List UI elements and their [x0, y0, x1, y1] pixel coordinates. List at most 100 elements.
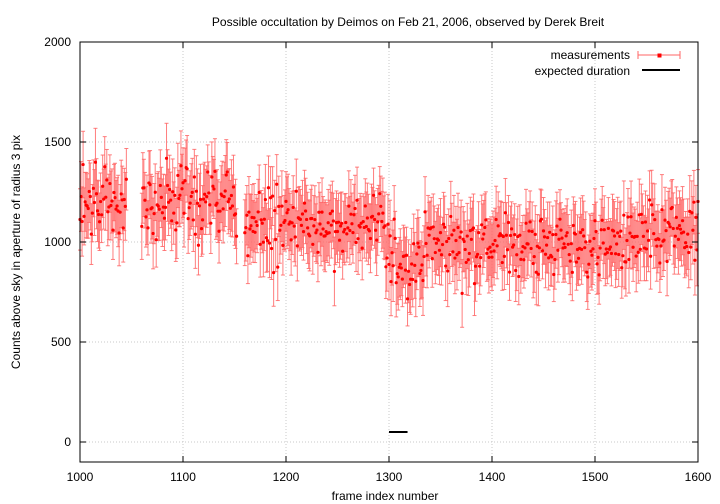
measurement-point [358, 225, 362, 229]
measurement-point [466, 258, 470, 262]
measurement-point [264, 236, 269, 240]
measurement-point [692, 200, 696, 204]
measurement-point [408, 282, 412, 287]
measurement-point [291, 205, 295, 210]
measurement-point [197, 204, 202, 208]
measurement-point [89, 232, 93, 236]
measurement-point [563, 245, 567, 249]
measurement-point [228, 206, 232, 210]
measurement-point [226, 200, 230, 204]
measurement-point [475, 252, 480, 256]
measurement-point [406, 269, 411, 273]
measurement-point [110, 199, 114, 203]
measurement-point [271, 194, 275, 198]
measurement-point [346, 226, 350, 230]
measurement-point [374, 228, 378, 232]
measurement-point [285, 211, 289, 215]
measurement-point [364, 224, 368, 229]
measurement-point [269, 246, 274, 251]
measurement-point [191, 218, 195, 222]
measurement-point [640, 221, 644, 225]
measurement-point [555, 224, 559, 228]
measurement-point [103, 165, 107, 169]
measurement-point [395, 272, 399, 276]
measurement-point [568, 259, 572, 263]
measurement-point [608, 245, 613, 249]
measurement-point [215, 201, 219, 205]
measurement-point [531, 261, 535, 266]
measurement-point [418, 271, 422, 276]
measurement-point [388, 234, 392, 238]
measurement-point [454, 238, 458, 243]
measurement-point [540, 249, 545, 253]
measurement-point [619, 229, 623, 233]
measurement-point [636, 250, 640, 254]
measurement-point [650, 203, 654, 207]
measurement-point [672, 244, 676, 248]
measurement-point [91, 186, 95, 190]
measurement-point [316, 250, 320, 254]
measurement-point [253, 230, 257, 234]
measurement-point [634, 254, 638, 258]
measurement-point [164, 156, 169, 160]
measurement-point [247, 210, 251, 214]
measurement-point [564, 234, 568, 238]
measurement-point [457, 251, 461, 255]
measurement-point [600, 218, 604, 222]
measurement-point [121, 226, 125, 230]
measurement-point [203, 192, 207, 196]
measurement-point [171, 190, 175, 194]
measurement-point [631, 245, 635, 249]
measurement-point [405, 297, 410, 301]
measurement-point [113, 196, 117, 200]
measurement-point [670, 205, 674, 210]
measurement-point [647, 198, 652, 202]
x-axis-ticks: 1000 1100 1200 1300 1400 1500 1600 [67, 42, 712, 484]
measurement-point [347, 204, 351, 208]
measurement-point [532, 255, 536, 259]
measurement-point [172, 211, 176, 215]
measurement-point [659, 244, 663, 248]
measurement-point [142, 186, 146, 190]
measurement-point [218, 209, 222, 213]
y-tick-label: 1500 [44, 135, 71, 149]
measurement-point [528, 220, 532, 224]
measurement-point [249, 224, 253, 228]
measurement-point [438, 231, 443, 235]
measurement-point [118, 210, 122, 214]
measurement-point [386, 222, 390, 226]
measurement-point [684, 241, 688, 245]
measurement-point [450, 233, 454, 237]
measurement-point [230, 204, 235, 208]
measurement-point [551, 233, 555, 237]
measurement-point [488, 245, 492, 249]
measurement-point [180, 187, 184, 191]
measurement-point [92, 200, 97, 205]
measurement-point [175, 221, 179, 225]
measurement-point [486, 247, 490, 251]
x-tick-label: 1300 [376, 470, 403, 484]
measurement-point [260, 221, 264, 225]
x-axis-label: frame index number [332, 489, 439, 503]
measurement-point [559, 228, 563, 232]
measurement-point [502, 254, 506, 258]
measurement-point [365, 216, 369, 220]
measurement-point [481, 237, 485, 241]
measurement-point [151, 231, 155, 236]
measurement-point [381, 211, 385, 215]
measurement-point [179, 164, 183, 168]
measurement-point [508, 233, 513, 238]
measurement-point [384, 265, 388, 269]
measurement-point [244, 225, 248, 230]
measurement-point [289, 238, 293, 242]
x-tick-label: 1500 [582, 470, 609, 484]
measurement-point [503, 211, 507, 215]
x-tick-label: 1000 [67, 470, 94, 484]
measurement-point [578, 230, 583, 235]
measurement-point [169, 198, 173, 202]
measurement-point [668, 225, 672, 229]
measurement-point [617, 252, 621, 257]
measurement-point [536, 272, 540, 276]
measurement-point [279, 223, 283, 227]
